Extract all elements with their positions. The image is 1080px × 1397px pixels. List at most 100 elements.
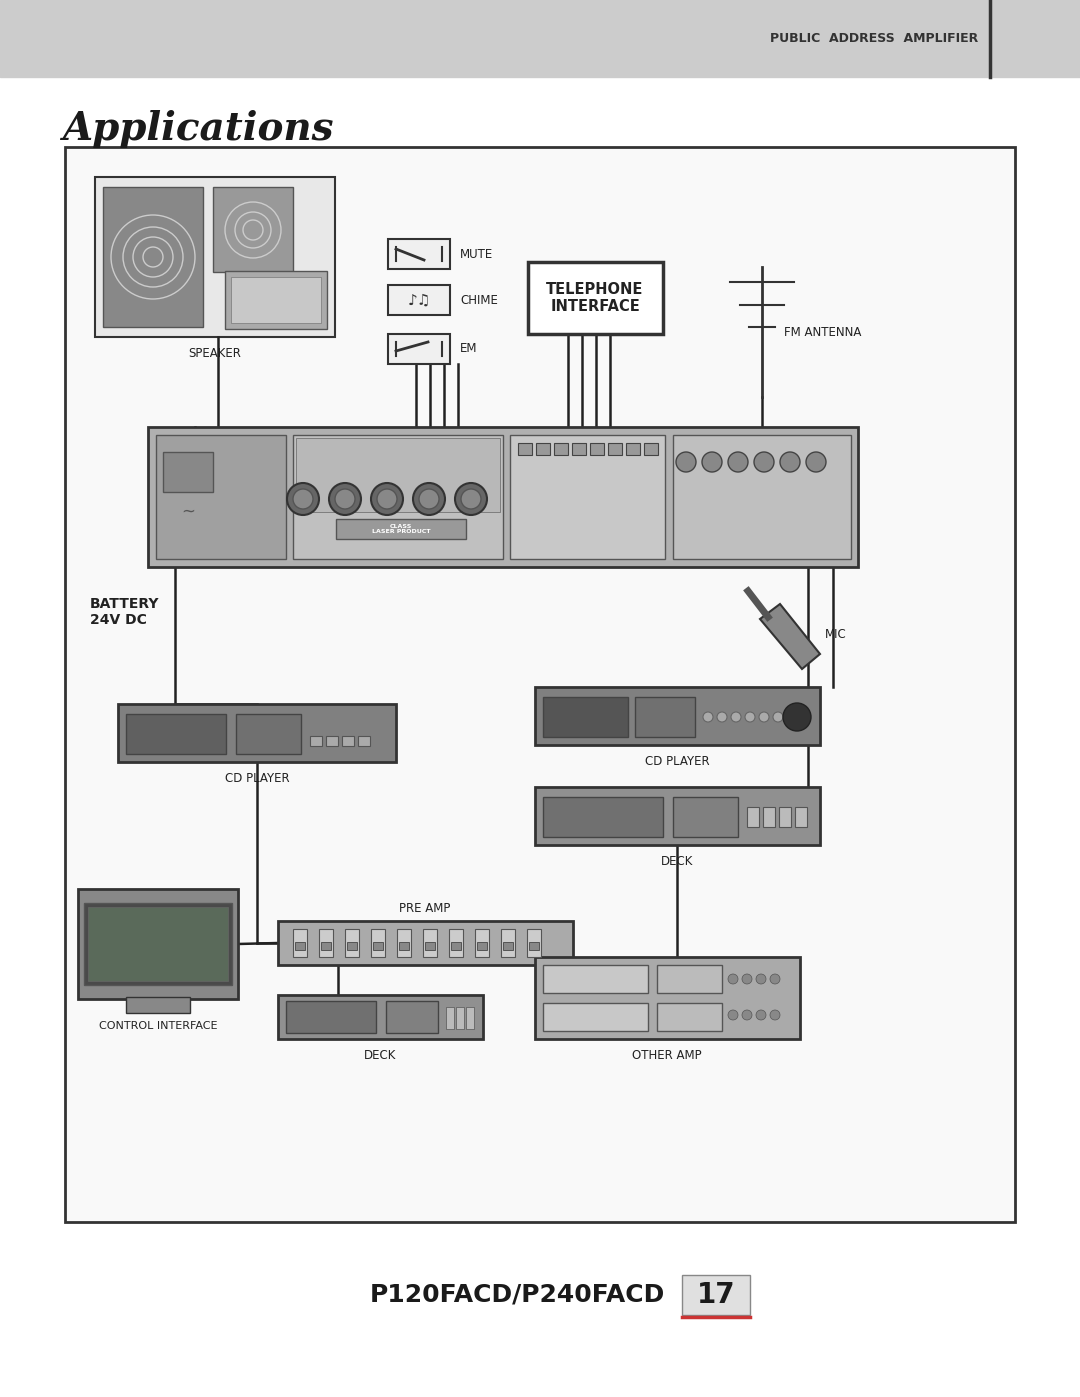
Bar	[0, 0, 1080, 77]
Polygon shape	[760, 604, 820, 669]
Bar	[795, 807, 807, 827]
Circle shape	[728, 1010, 738, 1020]
Bar	[345, 929, 359, 957]
Text: BATTERY
24V DC: BATTERY 24V DC	[90, 597, 160, 627]
Text: CHIME: CHIME	[460, 293, 498, 306]
Circle shape	[377, 489, 397, 509]
Bar	[635, 697, 696, 738]
Circle shape	[461, 489, 481, 509]
Bar	[449, 929, 463, 957]
Bar	[644, 443, 658, 455]
Bar	[527, 929, 541, 957]
Bar	[372, 929, 384, 957]
Bar	[326, 736, 338, 746]
Bar	[213, 187, 293, 272]
Circle shape	[754, 453, 774, 472]
Circle shape	[773, 712, 783, 722]
Text: MIC: MIC	[825, 627, 847, 640]
Text: DECK: DECK	[364, 1049, 396, 1062]
Circle shape	[676, 453, 696, 472]
Circle shape	[742, 974, 752, 983]
Bar	[388, 239, 450, 270]
Bar	[286, 1002, 376, 1032]
Bar	[673, 798, 738, 837]
Bar	[126, 997, 190, 1013]
Circle shape	[455, 483, 487, 515]
Circle shape	[728, 453, 748, 472]
Text: 17: 17	[697, 1281, 735, 1309]
Bar	[510, 434, 665, 559]
Text: CD PLAYER: CD PLAYER	[225, 773, 289, 785]
Bar	[78, 888, 238, 999]
Bar	[357, 736, 370, 746]
Bar	[673, 434, 851, 559]
Bar	[225, 271, 327, 330]
Circle shape	[717, 712, 727, 722]
Bar	[103, 187, 203, 327]
Text: OTHER AMP: OTHER AMP	[632, 1049, 702, 1062]
Text: CONTROL INTERFACE: CONTROL INTERFACE	[98, 1021, 217, 1031]
Bar	[543, 697, 627, 738]
Bar	[126, 714, 226, 754]
Circle shape	[806, 453, 826, 472]
Bar	[321, 942, 330, 950]
Bar	[336, 520, 465, 539]
Bar	[779, 807, 791, 827]
Bar	[681, 1275, 750, 1315]
Bar	[148, 427, 858, 567]
Bar	[293, 929, 307, 957]
Bar	[342, 736, 354, 746]
Bar	[347, 942, 357, 950]
Bar	[608, 443, 622, 455]
Bar	[536, 443, 550, 455]
Bar	[446, 1007, 454, 1030]
Circle shape	[702, 453, 723, 472]
Bar	[590, 443, 604, 455]
Bar	[65, 147, 1015, 1222]
Bar	[388, 285, 450, 314]
Bar	[543, 798, 663, 837]
Text: SPEAKER: SPEAKER	[189, 346, 242, 360]
Text: MUTE: MUTE	[460, 247, 494, 260]
Circle shape	[783, 703, 811, 731]
Bar	[373, 942, 383, 950]
Text: TELEPHONE
INTERFACE: TELEPHONE INTERFACE	[546, 282, 644, 314]
Text: FM ANTENNA: FM ANTENNA	[784, 326, 862, 338]
Bar	[554, 443, 568, 455]
Text: ♪♫: ♪♫	[407, 292, 431, 307]
Bar	[231, 277, 321, 323]
Bar	[762, 807, 775, 827]
Text: P120FACD/P240FACD: P120FACD/P240FACD	[369, 1282, 665, 1308]
Circle shape	[742, 1010, 752, 1020]
Bar	[319, 929, 333, 957]
Bar	[87, 907, 228, 981]
Bar	[518, 443, 532, 455]
Bar	[310, 736, 322, 746]
Circle shape	[703, 712, 713, 722]
Bar	[296, 439, 500, 511]
Bar	[451, 942, 461, 950]
Bar	[528, 263, 663, 334]
Bar	[501, 929, 515, 957]
Text: PRE AMP: PRE AMP	[400, 902, 450, 915]
Bar	[543, 965, 648, 993]
Circle shape	[372, 483, 403, 515]
Circle shape	[756, 974, 766, 983]
Bar	[278, 921, 573, 965]
Bar	[626, 443, 640, 455]
Circle shape	[780, 453, 800, 472]
Bar	[747, 807, 759, 827]
Circle shape	[419, 489, 438, 509]
Bar	[503, 942, 513, 950]
Bar	[84, 902, 232, 985]
Circle shape	[745, 712, 755, 722]
Circle shape	[731, 712, 741, 722]
Circle shape	[728, 974, 738, 983]
Bar	[423, 929, 437, 957]
Bar	[477, 942, 487, 950]
Bar	[529, 942, 539, 950]
Circle shape	[756, 1010, 766, 1020]
Bar	[95, 177, 335, 337]
Circle shape	[329, 483, 361, 515]
Circle shape	[287, 483, 319, 515]
